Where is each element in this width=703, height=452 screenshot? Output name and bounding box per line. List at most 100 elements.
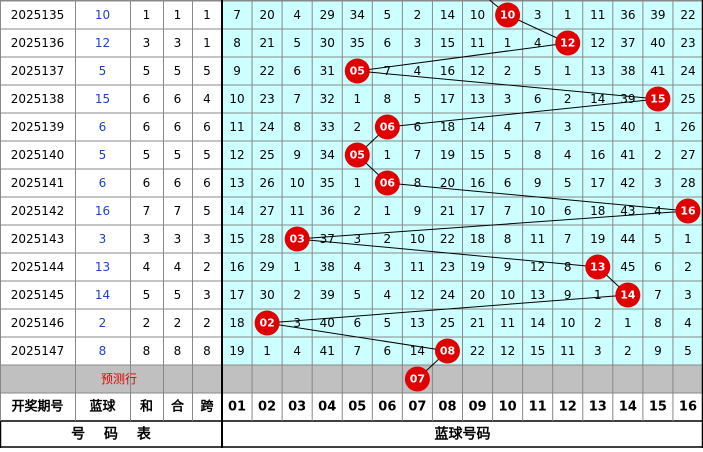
miss-count: 4 — [534, 36, 542, 50]
miss-count: 14 — [590, 92, 605, 106]
trend-line — [297, 210, 689, 240]
miss-count: 19 — [229, 344, 244, 358]
period: 2025146 — [11, 316, 64, 330]
period: 2025143 — [11, 232, 64, 246]
footer-left: 号 码 表 — [71, 426, 152, 443]
miss-count: 6 — [414, 120, 422, 134]
miss-count: 12 — [470, 64, 485, 78]
miss-count: 21 — [440, 204, 455, 218]
miss-count: 2 — [654, 148, 662, 162]
trend-line — [357, 70, 658, 100]
period: 2025135 — [11, 8, 64, 22]
miss-count: 41 — [650, 64, 665, 78]
miss-count: 14 — [410, 344, 425, 358]
miss-count: 1 — [594, 288, 602, 302]
miss-count: 6 — [353, 316, 361, 330]
ball-number: 14 — [620, 289, 636, 302]
miss-count: 13 — [470, 92, 485, 106]
miss-count: 16 — [470, 176, 485, 190]
blue-number: 12 — [95, 36, 110, 50]
miss-count: 6 — [564, 204, 572, 218]
miss-count: 4 — [353, 260, 361, 274]
miss-count: 3 — [654, 176, 662, 190]
blue-number: 6 — [99, 120, 107, 134]
ball-number: 12 — [560, 37, 575, 50]
trend-line — [357, 42, 568, 72]
miss-count: 11 — [500, 316, 515, 330]
ball-number: 06 — [380, 121, 396, 134]
span: 3 — [203, 232, 211, 246]
ball-number: 15 — [650, 93, 665, 106]
he: 1 — [174, 8, 182, 22]
miss-count: 15 — [470, 148, 485, 162]
miss-count: 5 — [684, 344, 692, 358]
miss-count: 41 — [620, 148, 635, 162]
miss-count: 19 — [440, 148, 455, 162]
miss-count: 3 — [353, 232, 361, 246]
miss-count: 2 — [384, 232, 392, 246]
miss-count: 5 — [414, 92, 422, 106]
miss-count: 18 — [440, 120, 455, 134]
ball-number: 07 — [410, 373, 425, 386]
blue-ball — [615, 282, 641, 308]
miss-count: 24 — [680, 64, 695, 78]
ball-number: 13 — [590, 261, 605, 274]
header-blue: 蓝球 — [89, 399, 116, 415]
trend-line — [267, 322, 448, 352]
header-number: 05 — [348, 400, 366, 415]
blue-ball — [344, 142, 370, 168]
miss-count: 13 — [410, 316, 425, 330]
miss-count: 35 — [350, 36, 365, 50]
miss-count: 23 — [680, 36, 695, 50]
blue-ball — [585, 254, 611, 280]
header-he: 合 — [171, 399, 185, 415]
miss-count: 42 — [620, 176, 635, 190]
miss-count: 9 — [504, 260, 512, 274]
miss-count: 38 — [320, 260, 335, 274]
miss-count: 30 — [320, 36, 335, 50]
miss-count: 8 — [414, 176, 422, 190]
miss-count: 2 — [414, 8, 422, 22]
miss-count: 17 — [470, 204, 485, 218]
miss-count: 41 — [320, 344, 335, 358]
header-period: 开奖期号 — [11, 399, 63, 415]
miss-count: 9 — [564, 288, 572, 302]
prediction-row — [0, 365, 703, 393]
miss-count: 4 — [293, 8, 301, 22]
miss-count: 18 — [590, 204, 605, 218]
miss-count: 2 — [594, 316, 602, 330]
sum: 4 — [143, 260, 151, 274]
he: 8 — [174, 344, 182, 358]
miss-count: 1 — [293, 260, 301, 274]
miss-count: 11 — [470, 36, 485, 50]
miss-count: 7 — [414, 148, 422, 162]
he: 6 — [174, 92, 182, 106]
he: 6 — [174, 176, 182, 190]
miss-count: 22 — [680, 8, 695, 22]
miss-count: 38 — [620, 64, 635, 78]
miss-count: 34 — [350, 8, 365, 22]
miss-count: 7 — [353, 344, 361, 358]
blue-ball — [675, 198, 701, 224]
miss-count: 4 — [384, 288, 392, 302]
miss-count: 29 — [259, 260, 274, 274]
miss-count: 12 — [229, 148, 244, 162]
miss-count: 37 — [620, 36, 635, 50]
miss-count: 39 — [650, 8, 665, 22]
miss-count: 11 — [560, 344, 575, 358]
miss-count: 26 — [259, 176, 274, 190]
miss-count: 10 — [470, 8, 485, 22]
miss-count: 5 — [293, 36, 301, 50]
span: 5 — [203, 148, 211, 162]
miss-count: 28 — [259, 232, 274, 246]
span: 1 — [203, 36, 211, 50]
blue-number: 8 — [99, 344, 107, 358]
miss-count: 7 — [504, 204, 512, 218]
period: 2025142 — [11, 204, 64, 218]
header-number: 06 — [378, 400, 396, 415]
he: 6 — [174, 120, 182, 134]
miss-count: 6 — [654, 260, 662, 274]
blue-ball — [254, 310, 280, 336]
miss-count: 14 — [440, 8, 455, 22]
blue-number: 5 — [99, 148, 107, 162]
